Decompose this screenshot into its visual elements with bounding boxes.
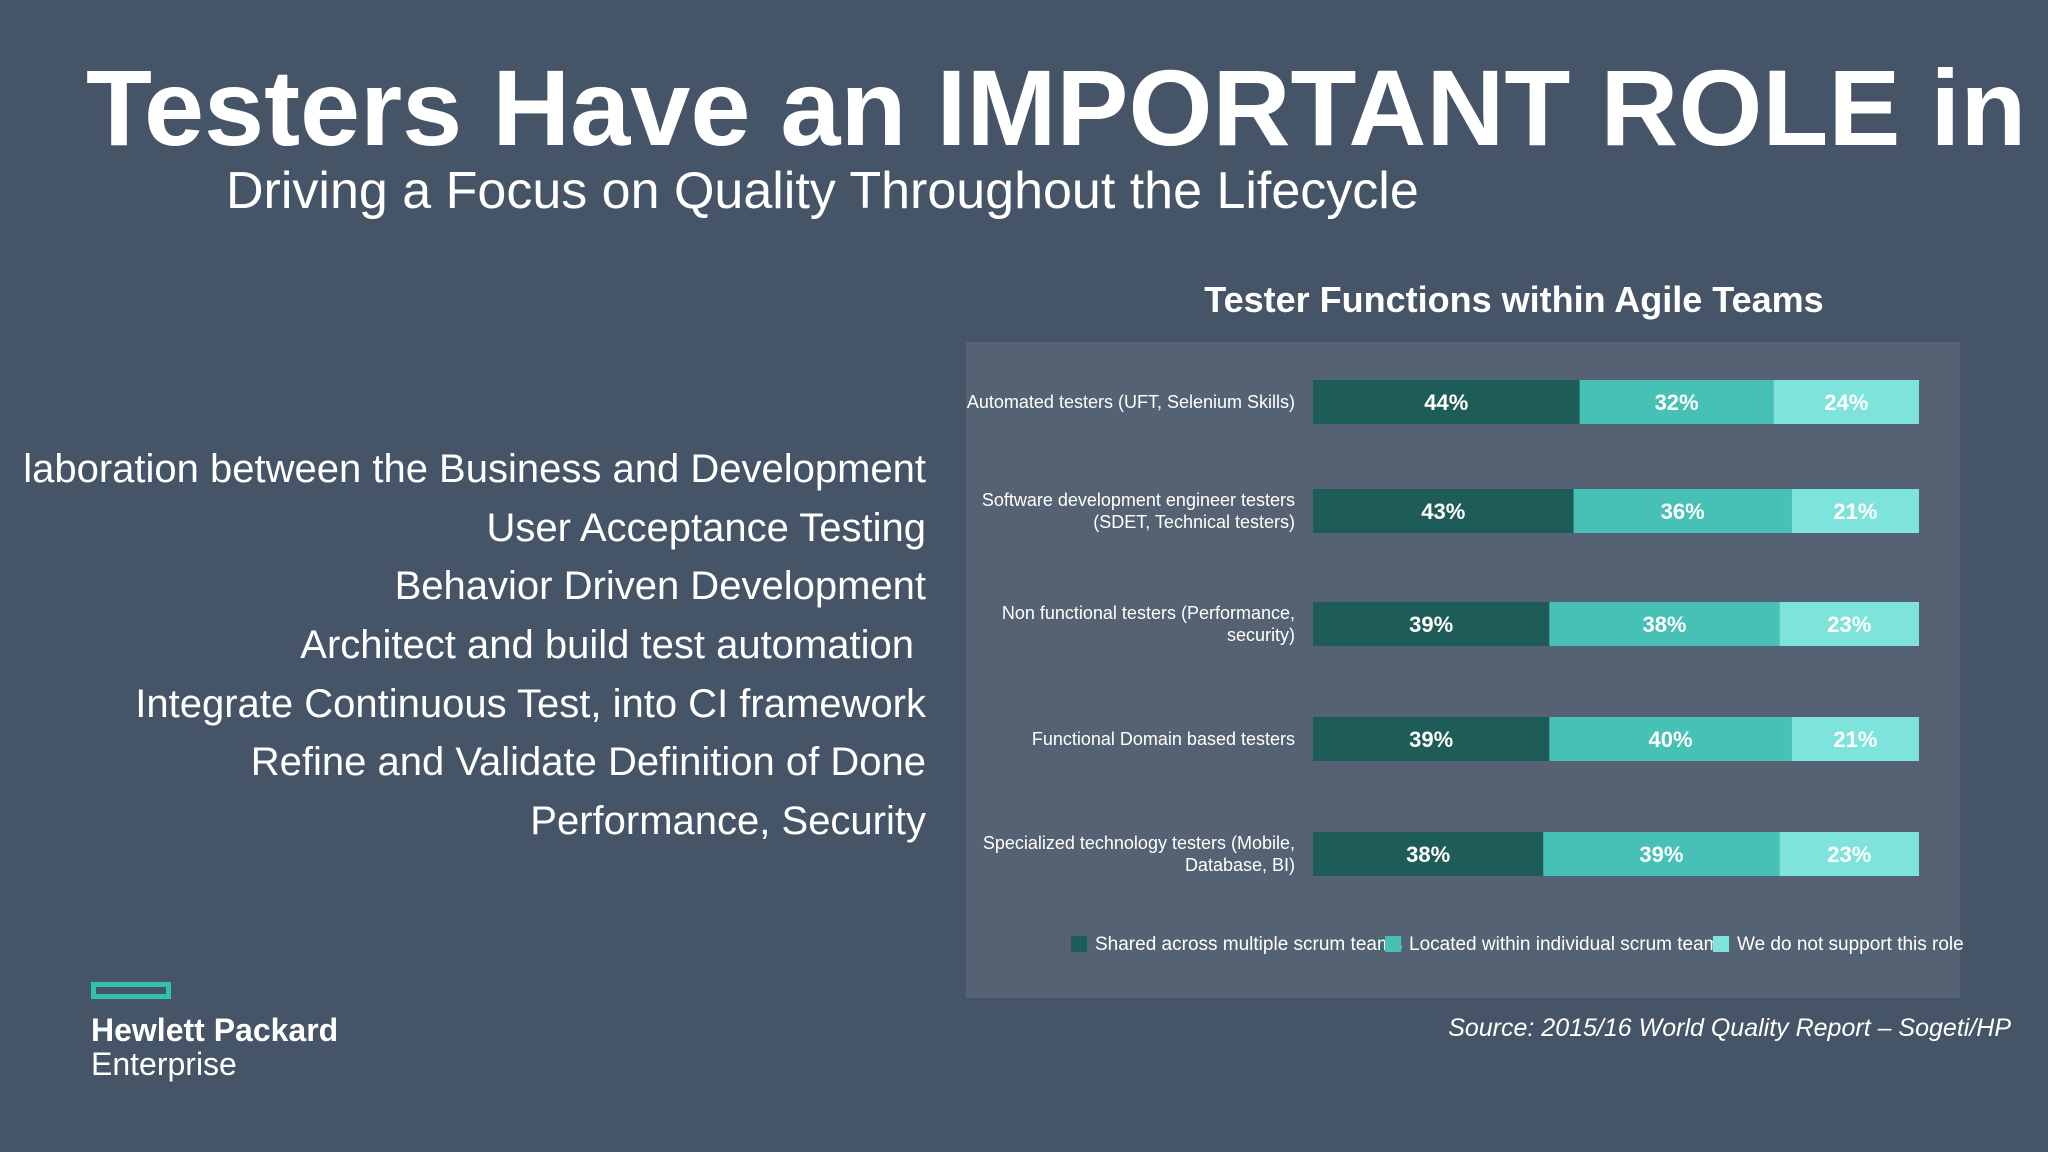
bar-segment — [1779, 602, 1919, 646]
bar-segment — [1313, 717, 1550, 761]
legend-label: Shared across multiple scrum teams — [1095, 934, 1402, 955]
data-label: 38% — [1406, 842, 1450, 867]
bar-segment — [1773, 380, 1919, 424]
category-label: security) — [1227, 625, 1295, 645]
bar-segment — [1543, 832, 1780, 876]
bar-segment — [1313, 602, 1550, 646]
bar-segment — [1779, 832, 1919, 876]
legend-label: Located within individual scrum teams — [1409, 934, 1729, 955]
bullet-item: Architect and build test automation — [300, 623, 914, 668]
bar-segment — [1313, 489, 1574, 533]
category-label: Automated testers (UFT, Selenium Skills) — [967, 392, 1295, 412]
data-label: 44% — [1424, 390, 1468, 415]
data-label: 39% — [1639, 842, 1683, 867]
data-label: 39% — [1409, 612, 1453, 637]
data-label: 38% — [1642, 612, 1686, 637]
category-label: Database, BI) — [1185, 855, 1295, 875]
data-label: 21% — [1833, 499, 1877, 524]
bar-segment — [1573, 489, 1792, 533]
legend-label: We do not support this role — [1737, 934, 1964, 955]
category-label: Software development engineer testers — [982, 490, 1295, 510]
hpe-logo: Hewlett Packard Enterprise — [91, 982, 338, 1081]
chart-panel — [966, 342, 1960, 998]
logo-text-line1: Hewlett Packard — [91, 1012, 339, 1048]
data-label: 43% — [1421, 499, 1465, 524]
chart-title: Tester Functions within Agile Teams — [1204, 279, 1824, 320]
bullet-item: User Acceptance Testing — [486, 505, 926, 550]
category-label: (SDET, Technical testers) — [1093, 512, 1295, 532]
legend-swatch — [1385, 936, 1401, 952]
bar-segment — [1549, 602, 1780, 646]
source-note: Source: 2015/16 World Quality Report – S… — [1448, 1014, 2011, 1042]
slide-title: Testers Have an IMPORTANT ROLE in A — [86, 47, 2048, 168]
category-label: Functional Domain based testers — [1032, 729, 1295, 749]
bar-segment — [1579, 380, 1774, 424]
bullet-list: laboration between the Business and Deve… — [23, 440, 926, 851]
data-label: 21% — [1833, 727, 1877, 752]
bullet-item: laboration between the Business and Deve… — [23, 447, 926, 491]
bar-segment — [1313, 380, 1580, 424]
bar-segment — [1313, 832, 1544, 876]
data-label: 23% — [1827, 842, 1871, 867]
data-label: 36% — [1661, 499, 1705, 524]
legend-swatch — [1713, 936, 1729, 952]
data-label: 32% — [1655, 390, 1699, 415]
bar-segment — [1549, 717, 1792, 761]
slide-subtitle: Driving a Focus on Quality Throughout th… — [226, 162, 1419, 220]
legend-swatch — [1071, 936, 1087, 952]
bullet-item: Integrate Continuous Test, into CI frame… — [135, 681, 926, 726]
bullet-item: Performance, Security — [530, 799, 926, 844]
logo-mark-icon — [91, 982, 171, 999]
category-label: Non functional testers (Performance, — [1002, 603, 1295, 623]
data-label: 40% — [1649, 727, 1693, 752]
category-label: Specialized technology testers (Mobile, — [983, 833, 1295, 853]
bar-segment — [1791, 717, 1919, 761]
data-label: 39% — [1409, 727, 1453, 752]
bullet-item: Behavior Driven Development — [394, 564, 926, 609]
bar-segment — [1791, 489, 1919, 533]
bullet-item: Refine and Validate Definition of Done — [250, 740, 926, 785]
data-label: 23% — [1827, 612, 1871, 637]
data-label: 24% — [1824, 390, 1868, 415]
logo-text-line2: Enterprise — [91, 1046, 237, 1082]
